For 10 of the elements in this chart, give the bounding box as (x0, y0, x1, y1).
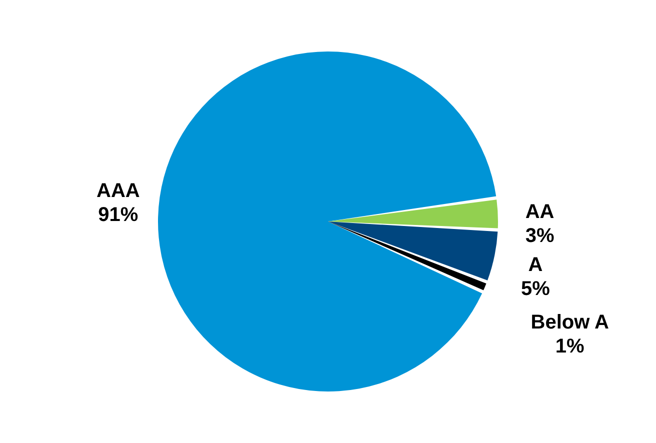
data-label: 91% (98, 204, 138, 226)
pie-slice (328, 222, 486, 290)
pie-slice (328, 222, 498, 280)
slice-label: AAA (96, 180, 140, 202)
data-label: 5% (521, 278, 550, 300)
data-label: 1% (555, 335, 584, 358)
data-label: 3% (525, 224, 554, 247)
slice-label: Below A (530, 311, 609, 334)
slice-label: A (528, 254, 543, 276)
slice-label: AA (525, 200, 554, 223)
